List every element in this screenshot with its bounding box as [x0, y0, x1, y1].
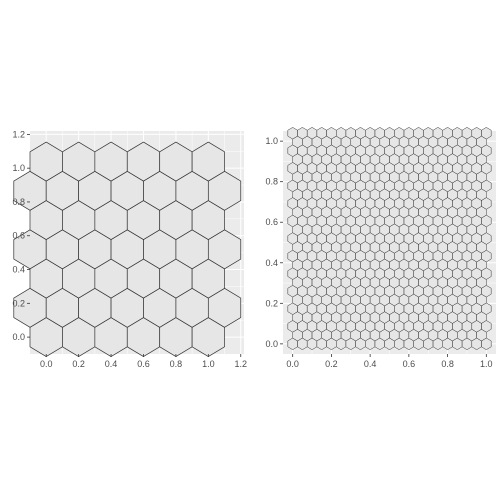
- y-tick-label: 0.2: [265, 298, 278, 308]
- hexagon: [191, 141, 225, 182]
- hexagon: [384, 127, 395, 140]
- y-tick-label: 0.8: [12, 197, 25, 207]
- x-tick-label: 0.4: [105, 359, 118, 369]
- hexagon: [287, 127, 298, 140]
- hexagon: [442, 127, 453, 140]
- hexagon-layer: [13, 141, 242, 358]
- y-tick-label: 0.6: [265, 217, 278, 227]
- x-tick-label: 0.4: [364, 359, 377, 369]
- hexagon: [345, 127, 356, 140]
- y-tick-label: 1.2: [12, 129, 25, 139]
- y-tick-label: 0.0: [265, 339, 278, 349]
- x-tick-label: 0.8: [441, 359, 454, 369]
- hexagon: [355, 127, 366, 140]
- hexagon: [336, 127, 347, 140]
- x-tick-label: 0.8: [170, 359, 183, 369]
- hexagon: [326, 127, 337, 140]
- y-tick-label: 0.2: [12, 298, 25, 308]
- hexagon: [481, 127, 492, 140]
- hexagon: [413, 127, 424, 140]
- right-hexgrid-chart: 0.0 0.2 0.4 0.6 0.8 1.0 0.0 0.2 0.4 0.6 0.8 1.0: [265, 127, 496, 369]
- x-tick-label: 0.2: [72, 359, 85, 369]
- hexagon: [452, 127, 463, 140]
- x-tick-label: 0.6: [137, 359, 150, 369]
- hexagon: [365, 127, 376, 140]
- hexagon: [374, 127, 385, 140]
- y-tick-label: 0.0: [12, 332, 25, 342]
- hexagon: [306, 127, 318, 140]
- hexagon: [394, 127, 405, 140]
- x-tick-label: 1.2: [234, 359, 247, 369]
- hexagon-layer: [287, 127, 492, 351]
- x-tick-label: 1.0: [202, 359, 215, 369]
- x-tick-label: 0.6: [403, 359, 416, 369]
- hexagon: [297, 127, 308, 140]
- y-tick-label: 0.8: [265, 177, 278, 187]
- y-tick-label: 0.6: [12, 231, 25, 241]
- x-tick-label: 0.2: [325, 359, 338, 369]
- y-tick-label: 1.0: [12, 163, 25, 173]
- hexagon: [432, 127, 443, 140]
- hexagon: [461, 127, 473, 140]
- hexagon: [423, 127, 434, 140]
- y-tick-label: 0.4: [12, 265, 25, 275]
- hexagon: [471, 127, 482, 140]
- x-tick-label: 1.0: [480, 359, 493, 369]
- y-tick-label: 1.0: [265, 136, 278, 146]
- hexagon: [316, 127, 327, 140]
- y-tick-label: 0.4: [265, 258, 278, 268]
- left-hexgrid-chart: 0.0 0.2 0.4 0.6 0.8 1.0 1.2 0.0 0.2 0.4 0.6 0.8 1.0 1…: [12, 129, 247, 369]
- x-tick-label: 0.0: [286, 359, 299, 369]
- x-tick-label: 0.0: [40, 359, 53, 369]
- hexagon: [403, 127, 414, 140]
